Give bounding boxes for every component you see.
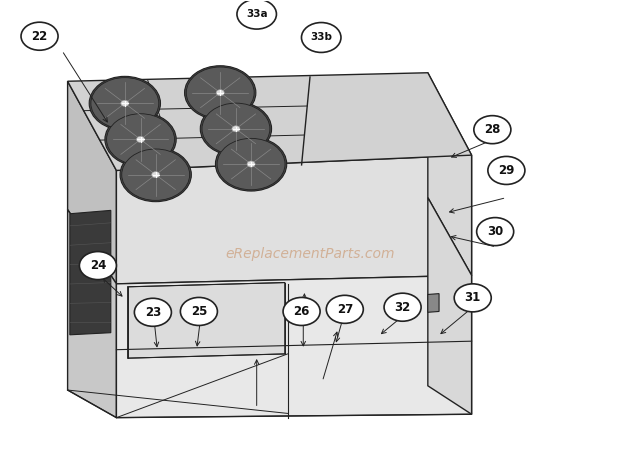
- Polygon shape: [68, 210, 117, 418]
- Text: 33a: 33a: [246, 9, 267, 19]
- Text: 28: 28: [484, 123, 500, 136]
- Polygon shape: [68, 73, 472, 171]
- Text: 25: 25: [191, 305, 207, 318]
- Circle shape: [107, 114, 174, 165]
- Circle shape: [237, 0, 277, 29]
- Polygon shape: [428, 294, 439, 312]
- Polygon shape: [428, 197, 472, 414]
- Circle shape: [477, 218, 514, 246]
- Circle shape: [122, 149, 190, 200]
- Circle shape: [136, 136, 144, 142]
- Circle shape: [152, 172, 160, 178]
- Circle shape: [202, 103, 270, 155]
- Circle shape: [217, 138, 285, 190]
- Circle shape: [474, 116, 511, 144]
- Polygon shape: [68, 81, 117, 284]
- Circle shape: [247, 161, 255, 167]
- Circle shape: [105, 112, 176, 166]
- Polygon shape: [428, 73, 472, 275]
- Text: 23: 23: [144, 306, 161, 319]
- Circle shape: [215, 137, 286, 191]
- Polygon shape: [128, 282, 285, 358]
- Circle shape: [89, 76, 161, 130]
- Circle shape: [326, 295, 363, 323]
- Circle shape: [283, 298, 320, 325]
- Text: eReplacementParts.com: eReplacementParts.com: [225, 247, 395, 261]
- Text: 24: 24: [90, 259, 106, 272]
- Circle shape: [21, 22, 58, 50]
- Circle shape: [79, 251, 117, 280]
- Circle shape: [135, 298, 171, 326]
- Circle shape: [185, 66, 256, 120]
- Text: 33b: 33b: [310, 32, 332, 42]
- Circle shape: [384, 293, 421, 321]
- Polygon shape: [70, 211, 111, 335]
- Polygon shape: [117, 275, 472, 418]
- Circle shape: [186, 67, 254, 118]
- Circle shape: [91, 78, 159, 129]
- Text: 29: 29: [498, 164, 515, 177]
- Text: 27: 27: [337, 303, 353, 316]
- Text: 26: 26: [293, 305, 310, 318]
- Text: 31: 31: [464, 291, 481, 305]
- Circle shape: [216, 90, 224, 96]
- Circle shape: [488, 157, 525, 184]
- Text: 30: 30: [487, 225, 503, 238]
- Circle shape: [200, 102, 272, 156]
- Circle shape: [120, 148, 192, 202]
- Circle shape: [301, 23, 341, 53]
- Text: 22: 22: [32, 30, 48, 43]
- Text: 32: 32: [394, 301, 410, 313]
- Circle shape: [454, 284, 491, 312]
- Circle shape: [232, 126, 240, 132]
- Circle shape: [121, 100, 129, 106]
- Polygon shape: [117, 155, 472, 284]
- Circle shape: [180, 298, 218, 325]
